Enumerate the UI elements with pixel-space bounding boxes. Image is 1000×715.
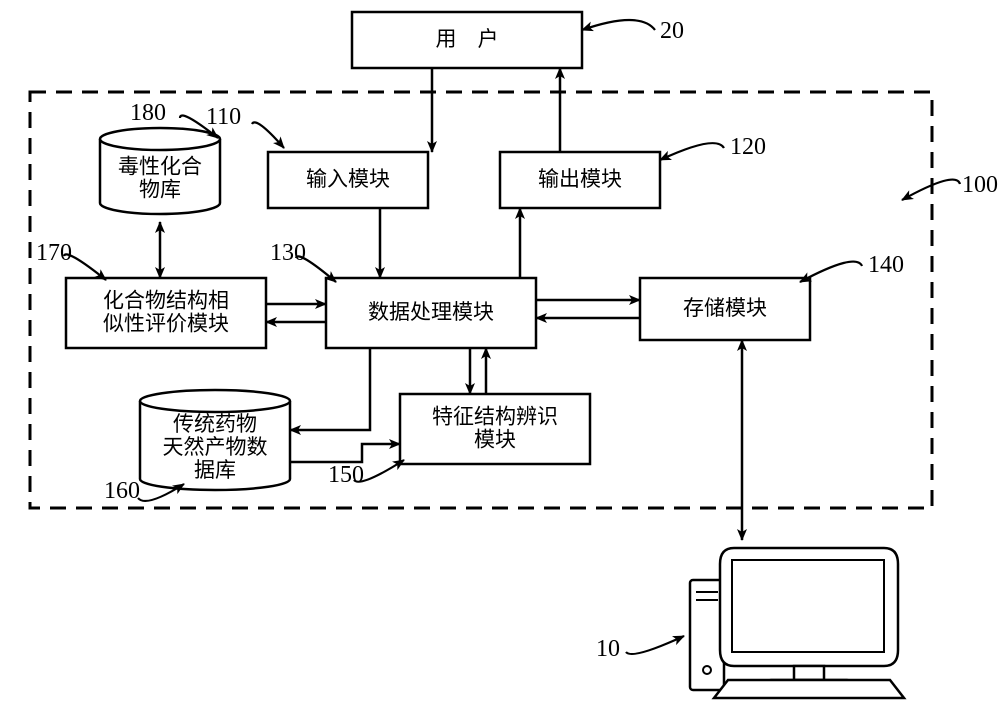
ref-number: 120	[730, 134, 766, 160]
ref-number: 140	[868, 252, 904, 278]
node-label: 特征结构辨识	[432, 404, 558, 428]
ref-number: 100	[962, 172, 998, 198]
node-label: 化合物结构相	[103, 288, 229, 312]
node-label: 据库	[194, 458, 236, 482]
ref-number: 170	[36, 240, 72, 266]
node-label: 似性评价模块	[103, 311, 229, 335]
node-label: 模块	[474, 427, 516, 451]
leader-arrow	[582, 20, 655, 30]
ref-number: 180	[130, 100, 166, 126]
node-label: 输出模块	[538, 167, 622, 191]
node-label: 天然产物数	[163, 435, 268, 459]
ref-number: 20	[660, 18, 684, 44]
ref-number: 150	[328, 462, 364, 488]
ref-number: 160	[104, 478, 140, 504]
cylinder-top-tradedb	[140, 390, 290, 412]
edge	[290, 444, 400, 462]
leader-arrow	[252, 122, 284, 148]
computer-icon	[690, 548, 904, 698]
leader-arrow	[626, 636, 684, 654]
node-label: 物库	[139, 177, 181, 201]
node-label: 传统药物	[173, 412, 257, 436]
ref-number: 10	[596, 636, 620, 662]
node-label: 输入模块	[306, 167, 390, 191]
cylinder-top-toxdb	[100, 128, 220, 150]
edge	[290, 348, 370, 430]
ref-number: 110	[206, 104, 241, 130]
node-label: 存储模块	[683, 296, 767, 320]
leader-arrow	[660, 143, 724, 160]
node-label: 数据处理模块	[368, 300, 494, 324]
node-label: 毒性化合	[118, 154, 202, 178]
ref-number: 130	[270, 240, 306, 266]
node-label: 用 户	[436, 27, 499, 51]
